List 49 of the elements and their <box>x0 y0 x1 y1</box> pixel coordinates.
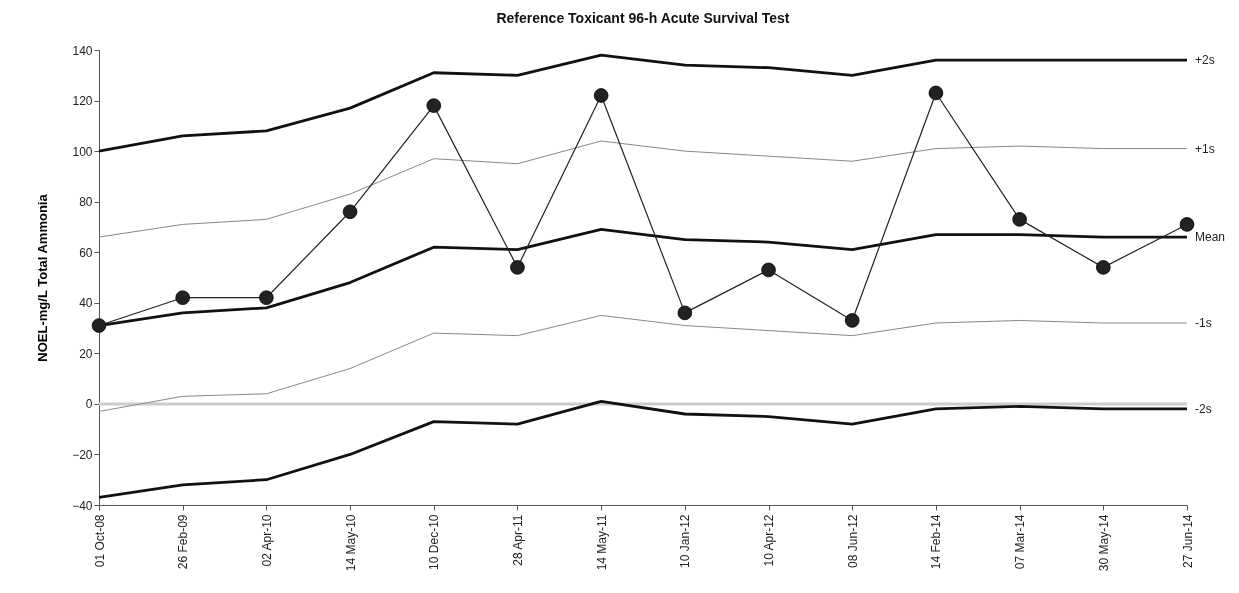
point <box>1096 260 1111 275</box>
y-tick-label: 40 <box>79 296 93 311</box>
point <box>426 98 442 113</box>
point <box>510 260 525 275</box>
y-tick-label: 80 <box>79 195 93 210</box>
y-tick-label: −40 <box>72 498 93 513</box>
x-tick-label: 07 Mar-14 <box>1013 514 1028 570</box>
line-series <box>97 53 1189 153</box>
point <box>342 204 358 220</box>
y-tick-label: 140 <box>72 43 93 58</box>
line-series <box>98 140 1188 238</box>
x-tick-label: 10 Dec-10 <box>427 514 442 570</box>
point <box>677 305 693 321</box>
y-tick-label: 60 <box>79 245 93 260</box>
series-label: Mean <box>1195 230 1226 245</box>
y-tick-label: 120 <box>72 94 93 109</box>
x-tick-label: 27 Jun-14 <box>1180 514 1195 568</box>
series-label: +2s <box>1195 53 1215 68</box>
x-tick-label: 02 Apr-10 <box>259 514 274 567</box>
line-series <box>98 314 1188 412</box>
x-tick-label: 14 Feb-14 <box>929 514 944 570</box>
point <box>175 290 190 305</box>
x-tick-label: 14 May-10 <box>343 514 358 572</box>
y-tick-label: 20 <box>79 346 93 361</box>
chart-title: Reference Toxicant 96-h Acute Survival Test <box>496 10 790 26</box>
y-tick-label: 0 <box>85 397 93 412</box>
point <box>593 88 609 103</box>
y-tick-label: 100 <box>72 144 93 159</box>
point <box>91 318 107 333</box>
x-tick-label: 10 Apr-12 <box>762 514 777 567</box>
x-tick-label: 28 Apr-11 <box>510 514 525 566</box>
point <box>844 313 860 328</box>
x-tick-label: 01 Oct-08 <box>92 514 107 568</box>
point <box>928 85 944 101</box>
y-axis-title: NOEL-mg/L Total Ammonia <box>35 193 51 362</box>
x-tick-label: 26 Feb-09 <box>176 514 191 570</box>
line-series <box>97 399 1189 499</box>
point <box>1179 217 1195 232</box>
series-label: -2s <box>1195 401 1212 416</box>
x-tick-label: 10 Jan-12 <box>678 514 693 568</box>
x-tick-label: 30 May-14 <box>1096 514 1111 572</box>
series-label: -1s <box>1195 316 1212 330</box>
point <box>259 290 274 305</box>
x-tick-label: 08 Jun-12 <box>845 514 860 568</box>
point <box>761 262 776 278</box>
x-tick-label: 14 May-11 <box>594 514 609 571</box>
y-tick-label: −20 <box>72 447 93 462</box>
series-label: +1s <box>1195 141 1215 156</box>
point <box>1012 212 1027 227</box>
